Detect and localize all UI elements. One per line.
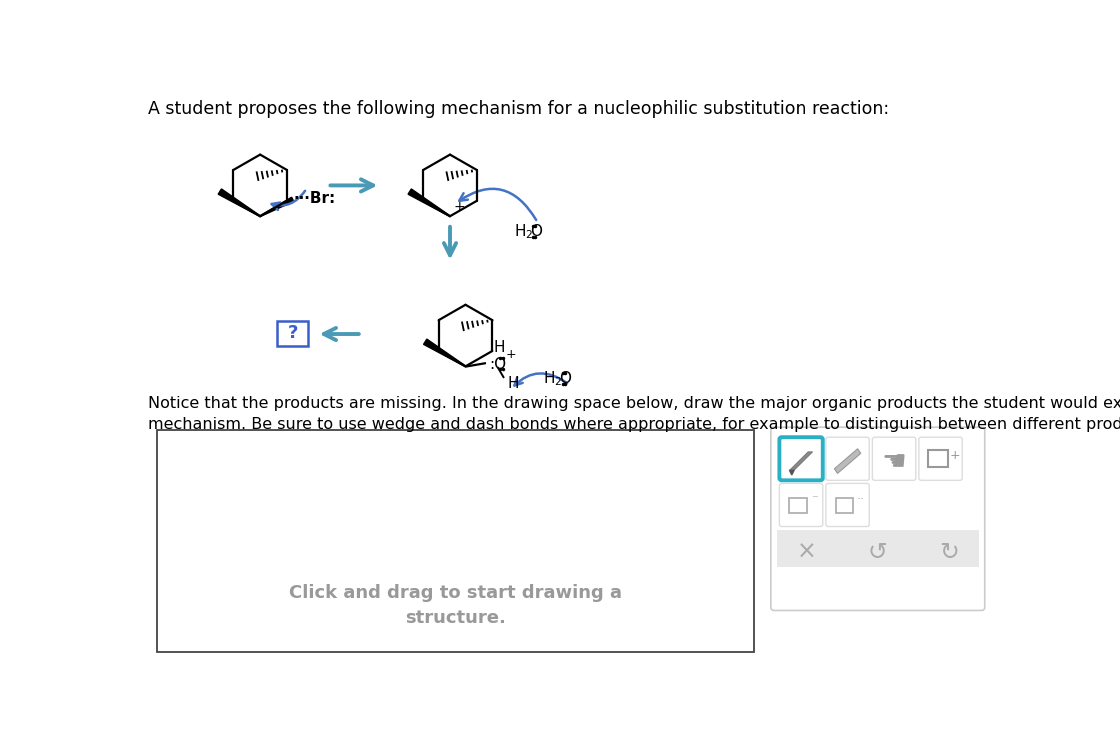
Text: ⁻: ⁻ [811, 493, 818, 507]
Text: H: H [494, 340, 505, 355]
Text: ☚: ☚ [881, 448, 906, 476]
FancyBboxPatch shape [825, 484, 869, 527]
FancyBboxPatch shape [277, 321, 308, 345]
Text: :O: :O [489, 357, 506, 372]
FancyArrowPatch shape [459, 189, 536, 220]
Polygon shape [790, 452, 813, 470]
Bar [836, 498, 853, 513]
Bar [157, 430, 754, 652]
Text: ?: ? [288, 324, 298, 343]
FancyBboxPatch shape [825, 437, 869, 480]
Text: Click and drag to start drawing a
structure.: Click and drag to start drawing a struct… [289, 584, 622, 627]
FancyBboxPatch shape [780, 437, 823, 480]
Text: +: + [506, 348, 516, 361]
Text: ×: × [796, 540, 816, 564]
Polygon shape [260, 197, 293, 216]
Polygon shape [790, 470, 794, 475]
Text: ···Br:: ···Br: [293, 191, 336, 206]
FancyBboxPatch shape [872, 437, 916, 480]
Bar [777, 531, 979, 568]
Text: Notice that the products are missing. In the drawing space below, draw the major: Notice that the products are missing. In… [148, 395, 1120, 432]
Text: A student proposes the following mechanism for a nucleophilic substitution react: A student proposes the following mechani… [148, 100, 889, 118]
Polygon shape [218, 189, 260, 216]
FancyArrowPatch shape [272, 191, 305, 210]
Text: O: O [530, 224, 542, 239]
Text: +: + [950, 449, 961, 461]
Text: ··: ·· [857, 493, 865, 507]
Polygon shape [408, 189, 450, 216]
Polygon shape [423, 339, 466, 367]
Polygon shape [834, 449, 861, 473]
Text: +: + [454, 200, 465, 214]
Text: H$_2$: H$_2$ [514, 222, 533, 241]
FancyBboxPatch shape [771, 427, 984, 611]
FancyBboxPatch shape [918, 437, 962, 480]
FancyArrowPatch shape [514, 374, 567, 386]
FancyBboxPatch shape [780, 484, 823, 527]
Bar [790, 498, 806, 513]
Text: H: H [507, 376, 519, 391]
Bar [928, 450, 949, 467]
Text: O: O [559, 372, 571, 386]
Text: H$_2$: H$_2$ [543, 369, 562, 388]
Text: ↻: ↻ [940, 540, 959, 564]
Text: ↺: ↺ [868, 540, 888, 564]
